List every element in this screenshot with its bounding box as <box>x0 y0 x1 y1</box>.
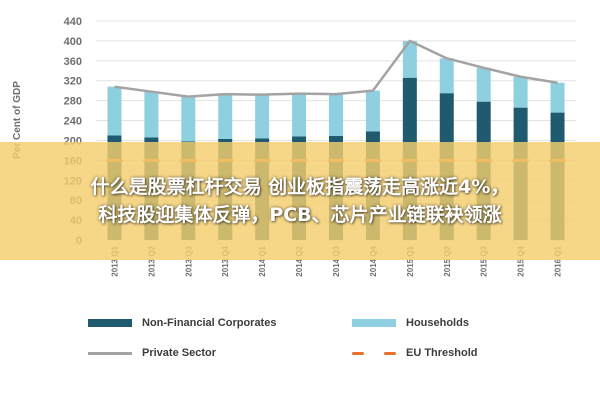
bar-households <box>476 67 491 102</box>
y-tick-label: 280 <box>64 96 82 108</box>
y-tick-label: 240 <box>64 116 82 128</box>
legend-item-nfc: Non-Financial Corporates <box>88 317 276 329</box>
banner-line-2: 科技股迎集体反弹，PCB、芯片产业链联袂领涨 <box>98 204 502 226</box>
legend-item-threshold: EU Threshold <box>352 347 478 359</box>
bar-households <box>292 93 307 137</box>
bar-households <box>255 94 270 139</box>
y-axis-label: Per Cent of GDP <box>12 81 23 159</box>
bar-households <box>550 82 565 113</box>
households-swatch <box>352 319 396 327</box>
x-tick-label: 2015 Q1 <box>406 245 415 276</box>
x-tick-label: 2015 Q2 <box>443 245 452 276</box>
news-banner: 什么是股票杠杆交易 创业板指震荡走高涨近4%， 科技股迎集体反弹，PCB、芯片产… <box>0 142 600 260</box>
bar-households <box>402 40 417 78</box>
legend-item-households: Households <box>352 317 469 329</box>
bar-households <box>329 94 343 136</box>
y-tick-label: 400 <box>64 36 82 48</box>
nfc-swatch <box>88 319 132 327</box>
x-tick-label: 2015 Q3 <box>480 245 489 276</box>
bar-households <box>365 90 380 132</box>
bar-households <box>181 96 196 142</box>
y-tick-label: 360 <box>64 56 82 68</box>
legend-label-nfc: Non-Financial Corporates <box>142 317 277 329</box>
x-tick-label: 2013 Q2 <box>147 245 156 276</box>
banner-line-1: 什么是股票杠杆交易 创业板指震荡走高涨近4%， <box>90 176 510 198</box>
x-tick-label: 2013 Q1 <box>110 245 119 276</box>
y-tick-label: 320 <box>64 76 82 88</box>
bar-households <box>107 86 122 136</box>
legend-item-private: Private Sector <box>88 347 216 359</box>
x-tick-label: 2014 Q2 <box>295 245 304 276</box>
x-tick-label: 2013 Q4 <box>221 245 230 276</box>
x-tick-label: 2016 Q1 <box>554 245 563 276</box>
bar-households <box>439 58 454 94</box>
x-tick-label: 2014 Q4 <box>369 245 378 276</box>
threshold-swatch <box>352 351 396 355</box>
legend: Non-Financial Corporates Households Priv… <box>0 300 600 400</box>
x-tick-label: 2014 Q1 <box>258 245 267 276</box>
bar-households <box>513 76 528 108</box>
x-tick-label: 2014 Q3 <box>332 245 341 276</box>
private-sector-swatch <box>88 351 132 355</box>
legend-label-threshold: EU Threshold <box>406 347 478 359</box>
bar-households <box>144 91 159 138</box>
x-tick-label: 2015 Q4 <box>517 245 526 276</box>
legend-label-households: Households <box>406 317 469 329</box>
x-tick-label: 2013 Q3 <box>184 245 193 276</box>
y-tick-label: 440 <box>64 16 82 28</box>
legend-label-private: Private Sector <box>142 347 216 359</box>
private-sector-line <box>114 39 558 98</box>
x-axis-ticks: 2013 Q1 2013 Q2 2013 Q3 2013 Q4 2014 Q1 2014 … <box>110 245 562 276</box>
bar-households <box>218 94 233 139</box>
